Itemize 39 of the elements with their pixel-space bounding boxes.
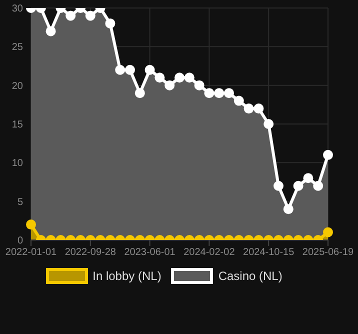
point: [194, 80, 204, 90]
point: [144, 64, 155, 75]
point: [244, 104, 254, 114]
point: [264, 119, 274, 129]
y-tick-label: 20: [12, 80, 24, 92]
point: [313, 180, 324, 191]
point: [174, 72, 184, 83]
y-tick-label: 15: [12, 120, 24, 131]
y-tick-label: 5: [17, 196, 24, 208]
y-tick-label: 10: [12, 158, 24, 170]
x-tick-label: 2023-06-01: [124, 247, 176, 258]
x-tick-label: 2022-09-28: [64, 247, 116, 258]
point: [303, 173, 314, 184]
point: [214, 88, 224, 98]
y-tick-label: 30: [12, 4, 24, 15]
x-tick-label: 2024-10-15: [243, 247, 295, 258]
point: [46, 26, 56, 36]
point: [204, 88, 214, 98]
point: [134, 88, 145, 98]
point: [234, 96, 244, 106]
point: [224, 88, 234, 98]
point: [66, 10, 76, 21]
point: [154, 72, 165, 83]
legend-label: In lobby (NL): [92, 269, 162, 283]
point: [274, 180, 284, 191]
legend-label: Casino (NL): [218, 269, 282, 283]
y-tick-label: 0: [17, 236, 24, 247]
point: [323, 150, 333, 160]
x-tick-label: 2024-02-02: [184, 247, 236, 258]
point: [85, 10, 96, 21]
x-tick-label: 2025-06-19: [302, 247, 354, 258]
point: [125, 64, 135, 75]
point: [184, 72, 194, 83]
y-tick-label: 25: [12, 42, 24, 54]
x-tick-label: 2022-01-01: [5, 247, 58, 258]
point: [254, 104, 264, 114]
point: [164, 80, 175, 90]
point: [115, 64, 126, 75]
point: [293, 180, 304, 191]
